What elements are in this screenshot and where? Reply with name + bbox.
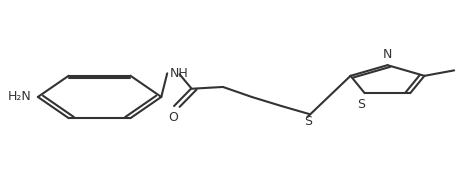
Text: H₂N: H₂N <box>7 90 31 103</box>
Text: N: N <box>383 48 392 61</box>
Text: NH: NH <box>169 67 188 80</box>
Text: S: S <box>304 115 313 128</box>
Text: O: O <box>168 111 178 124</box>
Text: S: S <box>357 98 365 111</box>
